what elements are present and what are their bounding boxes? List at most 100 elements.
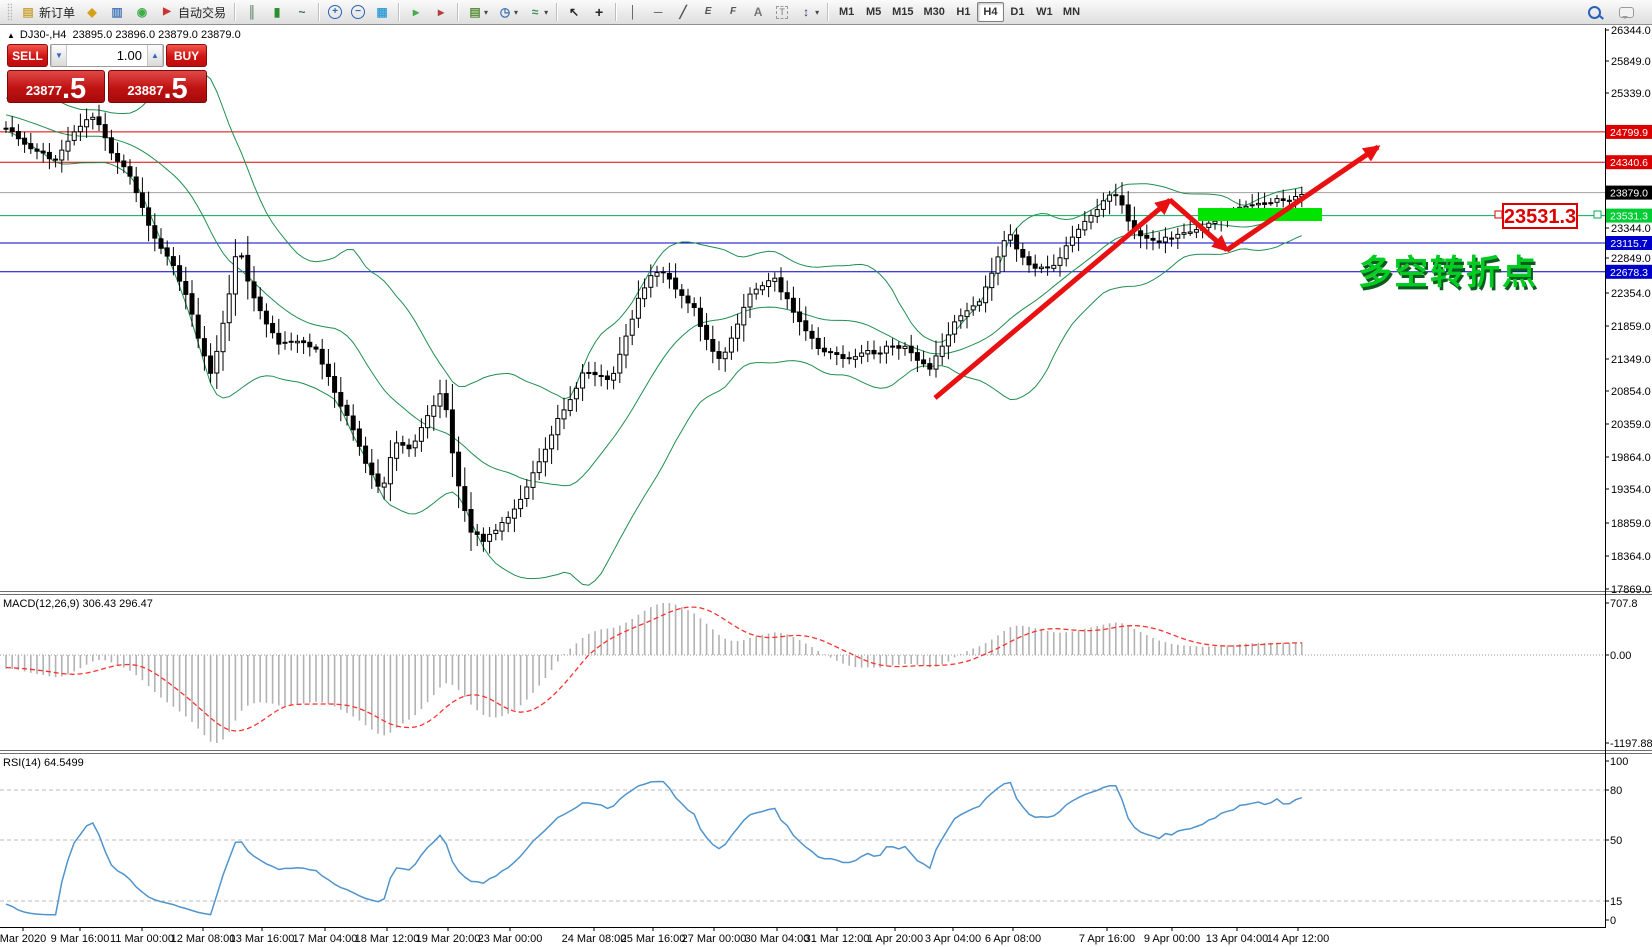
- volume-increase-button[interactable]: ▲: [147, 45, 163, 66]
- level-anchor[interactable]: [1593, 210, 1602, 219]
- buy-button[interactable]: BUY: [166, 44, 207, 67]
- chart-shift-button[interactable]: ▸: [429, 1, 453, 23]
- candle-body: [313, 346, 319, 350]
- candle-body: [611, 372, 617, 381]
- candle-body: [704, 324, 710, 340]
- time-tick-label: 11 Mar 00:00: [110, 933, 174, 945]
- periods-button[interactable]: ◷ ▾: [493, 1, 522, 23]
- candle-body: [1181, 232, 1187, 235]
- candle-body: [1057, 257, 1063, 266]
- timeframe-H4[interactable]: H4: [976, 2, 1004, 22]
- price-flag-23115.7: [1606, 236, 1652, 250]
- panel-separator[interactable]: [0, 591, 1652, 592]
- candle-body: [493, 529, 499, 534]
- horizontal-line-button[interactable]: ─: [646, 1, 670, 23]
- timeframe-M30[interactable]: M30: [919, 2, 950, 22]
- panel-separator[interactable]: [0, 753, 1652, 754]
- fibonacci-button[interactable]: F: [721, 1, 745, 23]
- price-callout-text[interactable]: 23531.3: [1504, 206, 1576, 228]
- candle-body: [505, 516, 511, 524]
- candle-body: [394, 442, 400, 459]
- zoom-in-button[interactable]: +: [324, 1, 346, 23]
- time-tick-label: 13 Apr 04:00: [1206, 933, 1268, 945]
- candle-body: [375, 473, 381, 487]
- candle-body: [480, 533, 486, 542]
- support-zone-highlight[interactable]: [1198, 208, 1322, 221]
- search-button[interactable]: [1583, 1, 1605, 23]
- candle-body: [1243, 205, 1249, 209]
- price-callout-box[interactable]: [1502, 203, 1578, 229]
- timeframe-M1[interactable]: M1: [833, 2, 860, 22]
- indicators-button[interactable]: ≈ ▾: [523, 1, 552, 23]
- zoom-out-button[interactable]: −: [347, 1, 369, 23]
- cursor-button[interactable]: ↖: [562, 1, 586, 23]
- candle-body: [9, 127, 15, 133]
- data-window-button[interactable]: ▥: [105, 1, 129, 23]
- equidistant-channel-button[interactable]: E: [696, 1, 720, 23]
- candle-body: [697, 307, 703, 327]
- candle-body: [673, 277, 679, 290]
- timeframe-M15[interactable]: M15: [887, 2, 918, 22]
- candle-body: [263, 310, 269, 325]
- callout-anchor[interactable]: [1494, 210, 1503, 219]
- toolbar-separator: [827, 3, 830, 21]
- sell-price-button[interactable]: 23877 .5: [7, 70, 105, 104]
- autotrading-button[interactable]: ▶ 自动交易: [155, 1, 230, 23]
- candle-body: [412, 440, 418, 449]
- rsi-tick-label: 80: [1610, 785, 1622, 797]
- timeframe-MN[interactable]: MN: [1058, 2, 1085, 22]
- timeframe-H1[interactable]: H1: [950, 2, 977, 22]
- time-tick-label: 9 Apr 00:00: [1144, 933, 1200, 945]
- candle-body: [1032, 263, 1038, 269]
- macd-tick-label: 707.8: [1610, 598, 1638, 610]
- tile-windows-button[interactable]: ▦: [370, 1, 394, 23]
- candle-body: [1206, 222, 1212, 228]
- candle-body: [90, 116, 96, 120]
- panel-separator[interactable]: [0, 750, 1652, 751]
- crosshair-button[interactable]: +: [587, 1, 611, 23]
- pivot-text[interactable]: 多空转折点: [1358, 254, 1538, 292]
- candle-body: [189, 293, 195, 315]
- candle-body: [741, 306, 747, 326]
- volume-decrease-button[interactable]: ▼: [51, 45, 67, 66]
- candle-body: [164, 247, 170, 257]
- sell-button[interactable]: SELL: [7, 44, 48, 67]
- chat-button[interactable]: [1615, 1, 1638, 23]
- market-watch-button[interactable]: ◆: [80, 1, 104, 23]
- candle-body: [995, 256, 1001, 274]
- vertical-line-button[interactable]: │: [621, 1, 645, 23]
- text-button[interactable]: A: [746, 1, 770, 23]
- price-tick-label: 21859.0: [1611, 321, 1651, 333]
- price-flag-label: 24340.6: [1610, 157, 1648, 169]
- arrows-button[interactable]: ↕ ▾: [794, 1, 823, 23]
- candlestick-chart-button[interactable]: ▮: [265, 1, 289, 23]
- macd-indicator-label: MACD(12,26,9) 306.43 296.47: [3, 598, 153, 610]
- volume-input[interactable]: [67, 45, 147, 66]
- candle-body: [239, 255, 245, 258]
- navigator-button[interactable]: ◉: [130, 1, 154, 23]
- trendline-button[interactable]: ╱: [671, 1, 695, 23]
- trendline-icon: ╱: [679, 5, 687, 19]
- candle-body: [691, 303, 697, 309]
- candle-body: [1187, 231, 1193, 234]
- new-order-button[interactable]: ▤ 新订单: [16, 1, 79, 23]
- buy-price-button[interactable]: 23887 .5: [108, 70, 207, 104]
- candle-body: [22, 137, 28, 145]
- line-chart-button[interactable]: ~: [290, 1, 314, 23]
- panel-separator[interactable]: [0, 594, 1652, 595]
- bar-chart-button[interactable]: ║: [240, 1, 264, 23]
- trend-arrow-2[interactable]: [1168, 198, 1230, 252]
- trend-arrow-3[interactable]: [1225, 144, 1381, 253]
- candle-body: [1020, 249, 1026, 258]
- timeframe-M5[interactable]: M5: [860, 2, 887, 22]
- timeframe-W1[interactable]: W1: [1031, 2, 1058, 22]
- timeframe-D1[interactable]: D1: [1004, 2, 1031, 22]
- templates-button[interactable]: ▤ ▾: [463, 1, 492, 23]
- candle-body: [580, 372, 586, 389]
- text-label-button[interactable]: T: [771, 1, 793, 23]
- candle-body: [251, 281, 257, 299]
- auto-scroll-button[interactable]: ▸: [404, 1, 428, 23]
- templates-icon: ▤: [469, 5, 481, 19]
- trend-arrow-1[interactable]: [933, 198, 1173, 400]
